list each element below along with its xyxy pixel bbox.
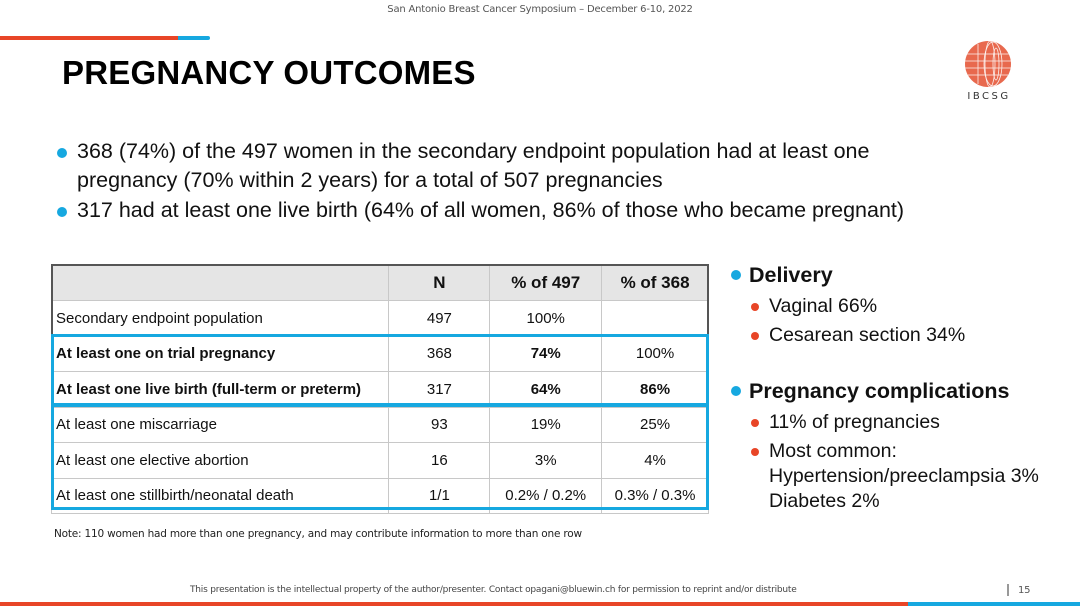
row-pct497: 0.2% / 0.2% xyxy=(489,477,603,514)
complications-item-text: 11% of pregnancies xyxy=(769,411,940,433)
bullet-dot-icon xyxy=(57,148,67,158)
bullet-dot-icon xyxy=(731,386,741,396)
delivery-item-text: Cesarean section 34% xyxy=(769,324,966,346)
top-accent-bar xyxy=(0,36,210,40)
page-number: 15 xyxy=(1018,585,1031,596)
table-row: At least one elective abortion 16 3% 4% xyxy=(50,442,709,479)
complications-heading: Pregnancy complications xyxy=(730,376,1070,406)
bottom-accent-red xyxy=(0,602,908,606)
bullet-dot-icon xyxy=(57,207,67,217)
row-pct368: 25% xyxy=(601,406,709,443)
bullet-dot-icon xyxy=(731,270,741,280)
row-pct368: 86% xyxy=(601,371,709,408)
table-row: At least one stillbirth/neonatal death 1… xyxy=(50,477,709,514)
table-row: At least one on trial pregnancy 368 74% … xyxy=(50,335,709,372)
most-common-label: Most common: xyxy=(769,440,897,462)
bullet-line: 368 (74%) of the 497 women in the second… xyxy=(77,139,870,163)
row-pct368: 100% xyxy=(601,335,709,372)
complications-heading-text: Pregnancy complications xyxy=(749,379,1010,403)
copyright-notice: This presentation is the intellectual pr… xyxy=(190,585,797,595)
delivery-heading: Delivery xyxy=(730,260,1070,290)
column-header-pct368: % of 368 xyxy=(601,264,709,301)
globe-icon xyxy=(965,40,1011,88)
summary-bullet-2: 317 had at least one live birth (64% of … xyxy=(56,196,1036,225)
row-label: At least one live birth (full-term or pr… xyxy=(50,371,390,408)
sub-bullet-dot-icon xyxy=(751,303,759,311)
row-pct368: 4% xyxy=(601,442,709,479)
summary-bullet-1: 368 (74%) of the 497 women in the second… xyxy=(56,137,1036,195)
bottom-accent-blue xyxy=(908,602,1080,606)
row-n: 497 xyxy=(388,300,491,337)
row-pct368 xyxy=(601,300,709,337)
sub-bullet-dot-icon xyxy=(751,448,759,456)
table-row: At least one miscarriage 93 19% 25% xyxy=(50,406,709,443)
bullet-line: 317 had at least one live birth (64% of … xyxy=(77,198,905,222)
column-header-label xyxy=(50,264,390,301)
row-pct497: 19% xyxy=(489,406,603,443)
row-pct497: 64% xyxy=(489,371,603,408)
complications-item: 11% of pregnancies xyxy=(730,410,1070,435)
most-common-line: Diabetes 2% xyxy=(769,490,880,512)
table-header-row: N % of 497 % of 368 xyxy=(50,264,709,301)
row-pct368: 0.3% / 0.3% xyxy=(601,477,709,514)
row-n: 93 xyxy=(388,406,491,443)
row-label: At least one miscarriage xyxy=(50,406,390,443)
complications-most-common: Most common: Hypertension/preeclampsia 3… xyxy=(730,439,1070,514)
row-pct497: 100% xyxy=(489,300,603,337)
delivery-item: Cesarean section 34% xyxy=(730,323,1070,348)
row-label: At least one on trial pregnancy xyxy=(50,335,390,372)
top-accent-blue xyxy=(178,36,210,40)
top-accent-red xyxy=(0,36,178,40)
delivery-item: Vaginal 66% xyxy=(730,294,1070,319)
row-label: At least one elective abortion xyxy=(50,442,390,479)
bottom-accent-bar xyxy=(0,602,1080,606)
row-n: 1/1 xyxy=(388,477,491,514)
delivery-section: Delivery Vaginal 66% Cesarean section 34… xyxy=(730,260,1070,348)
row-label: Secondary endpoint population xyxy=(50,300,390,337)
row-pct497: 74% xyxy=(489,335,603,372)
bullet-line: pregnancy (70% within 2 years) for a tot… xyxy=(77,168,663,192)
row-n: 368 xyxy=(388,335,491,372)
delivery-heading-text: Delivery xyxy=(749,263,833,287)
row-n: 16 xyxy=(388,442,491,479)
most-common-line: Hypertension/preeclampsia 3% xyxy=(769,465,1039,487)
row-label: At least one stillbirth/neonatal death xyxy=(50,477,390,514)
complications-section: Pregnancy complications 11% of pregnanci… xyxy=(730,376,1070,514)
row-n: 317 xyxy=(388,371,491,408)
column-header-n: N xyxy=(388,264,491,301)
summary-bullets: 368 (74%) of the 497 women in the second… xyxy=(56,137,1036,226)
page-separator xyxy=(1007,584,1009,596)
conference-header: San Antonio Breast Cancer Symposium – De… xyxy=(387,4,693,15)
logo-text: IBCSG xyxy=(967,91,1011,102)
table-row: Secondary endpoint population 497 100% xyxy=(50,300,709,337)
row-pct497: 3% xyxy=(489,442,603,479)
column-header-pct497: % of 497 xyxy=(489,264,603,301)
table-note: Note: 110 women had more than one pregna… xyxy=(54,528,582,540)
table-row: At least one live birth (full-term or pr… xyxy=(50,371,709,408)
sub-bullet-dot-icon xyxy=(751,419,759,427)
side-summary: Delivery Vaginal 66% Cesarean section 34… xyxy=(730,260,1070,514)
slide-title: PREGNANCY OUTCOMES xyxy=(62,54,476,91)
sub-bullet-dot-icon xyxy=(751,332,759,340)
pregnancy-outcomes-table: N % of 497 % of 368 Secondary endpoint p… xyxy=(50,264,709,514)
ibcsg-logo: IBCSG xyxy=(962,40,1014,108)
delivery-item-text: Vaginal 66% xyxy=(769,295,878,317)
